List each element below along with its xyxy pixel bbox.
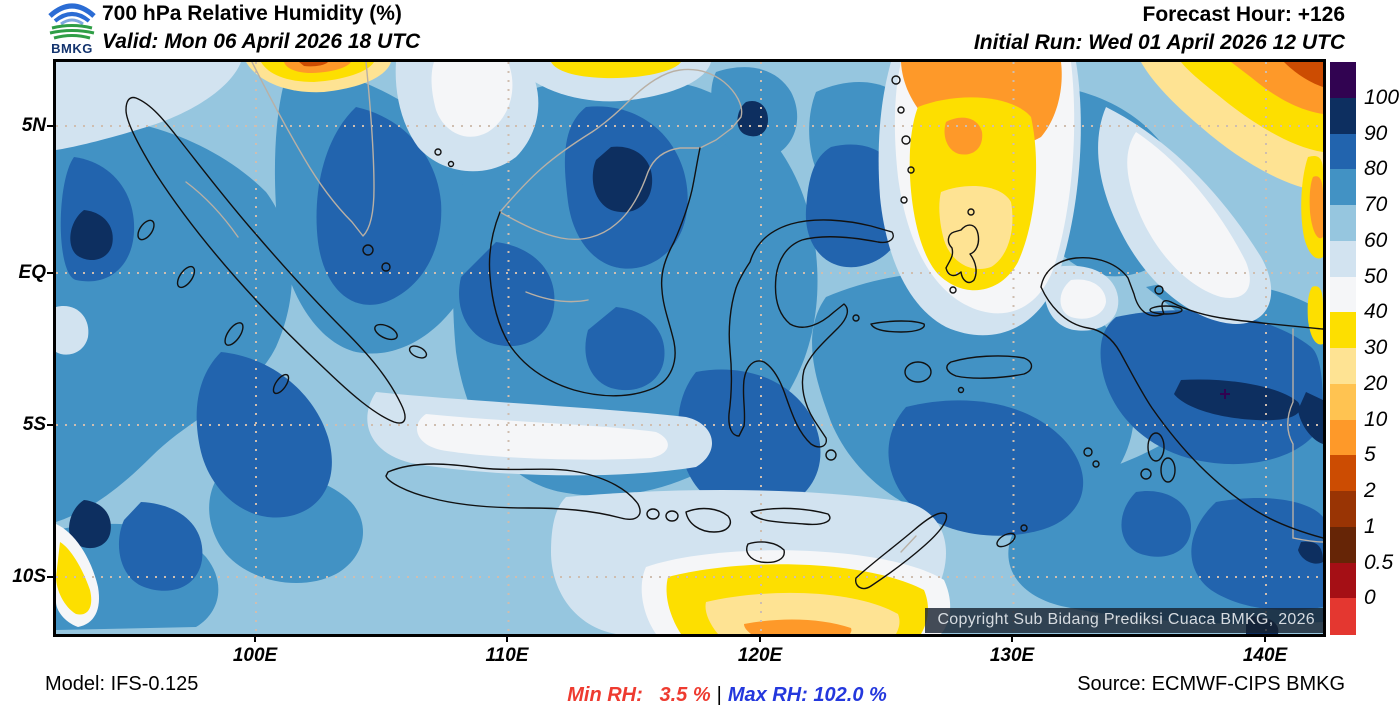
lat-tick-mark — [47, 272, 54, 274]
colorbar-swatch — [1330, 240, 1356, 277]
colorbar-tick-label: 0.5 — [1364, 550, 1394, 574]
colorbar-swatch — [1330, 205, 1356, 242]
colorbar-swatch — [1330, 455, 1356, 492]
lon-tick-label: 130E — [989, 645, 1035, 666]
max-rh-value: 102.0 % — [813, 684, 887, 706]
colorbar-swatch — [1330, 169, 1356, 206]
lon-tick-mark — [506, 635, 508, 642]
colorbar-swatch — [1330, 312, 1356, 349]
bmkg-logo-label: BMKG — [51, 41, 93, 56]
map-area: Copyright Sub Bidang Prediksi Cuaca BMKG… — [53, 59, 1326, 637]
colorbar-tick-label: 60 — [1364, 228, 1388, 252]
lat-tick-mark — [47, 125, 54, 127]
source-label: Source: ECMWF-CIPS BMKG — [1077, 673, 1345, 695]
lon-tick-label: 100E — [232, 645, 278, 666]
colorbar-tick-label: 30 — [1364, 336, 1388, 359]
copyright-overlay: Copyright Sub Bidang Prediksi Cuaca BMKG… — [925, 608, 1323, 633]
colorbar-swatch — [1330, 383, 1356, 420]
colorbar-tick-label: 1 — [1364, 514, 1376, 538]
lon-tick-mark — [1264, 635, 1266, 642]
colorbar-swatch — [1330, 348, 1356, 385]
valid-time: Valid: Mon 06 April 2026 18 UTC — [102, 30, 421, 53]
foreign-borders — [185, 62, 1323, 553]
min-max-separator: | — [716, 684, 722, 706]
min-rh-label: Min RH: — [567, 684, 643, 706]
min-rh-value: 3.5 % — [659, 684, 711, 706]
colorbar-tick-label: 50 — [1364, 264, 1388, 288]
colorbar-swatch — [1330, 62, 1356, 99]
colorbar-tick-label: 0 — [1364, 586, 1376, 610]
lat-tick-label: 5N — [21, 115, 46, 136]
rh-map-svg — [56, 62, 1323, 634]
coastlines — [125, 75, 1323, 590]
colorbar-tick-label: 90 — [1364, 121, 1388, 145]
colorbar-swatch — [1330, 419, 1356, 456]
colorbar-swatch — [1330, 526, 1356, 563]
max-rh-marker — [1220, 389, 1230, 399]
lon-tick-label: 140E — [1242, 645, 1288, 666]
colorbar-tick-label: 70 — [1364, 193, 1388, 216]
initial-run: Initial Run: Wed 01 April 2026 12 UTC — [973, 31, 1345, 54]
model-label: Model: IFS-0.125 — [45, 673, 199, 695]
colorbar-tick-label: 5 — [1364, 443, 1376, 467]
lon-tick-mark — [254, 635, 256, 642]
lat-tick-label: 5S — [22, 414, 46, 435]
colorbar-tick-label: 100 — [1364, 85, 1400, 109]
colorbar-swatch — [1330, 491, 1356, 528]
colorbar-tick-label: 80 — [1364, 157, 1388, 181]
bmkg-logo-icon — [48, 3, 96, 40]
colorbar-swatch — [1330, 133, 1356, 170]
lat-tick-label: 10S — [12, 566, 46, 587]
colorbar-swatch — [1330, 562, 1356, 599]
lon-tick-mark — [1011, 635, 1013, 642]
colorbar-swatch — [1330, 598, 1356, 635]
colorbar-swatch — [1330, 276, 1356, 313]
page-title: 700 hPa Relative Humidity (%) — [102, 2, 402, 25]
colorbar-swatch — [1330, 97, 1356, 134]
forecast-hour: Forecast Hour: +126 — [1142, 3, 1346, 26]
min-max-rh: Min RH: 3.5 % | Max RH: 102.0 % — [545, 661, 887, 709]
lon-tick-label: 110E — [485, 645, 529, 666]
max-rh-label: Max RH: — [727, 684, 808, 706]
lon-tick-mark — [759, 635, 761, 642]
lat-tick-mark — [47, 576, 54, 578]
lat-tick-mark — [47, 424, 54, 426]
lat-tick-label: EQ — [18, 262, 46, 283]
colorbar-tick-label: 2 — [1364, 479, 1376, 502]
colorbar-tick-label: 20 — [1364, 371, 1388, 395]
bmkg-logo: BMKG — [44, 1, 100, 59]
colorbar-tick-label: 10 — [1364, 407, 1388, 431]
colorbar-tick-label: 40 — [1364, 300, 1388, 324]
lon-tick-label: 120E — [737, 645, 783, 666]
